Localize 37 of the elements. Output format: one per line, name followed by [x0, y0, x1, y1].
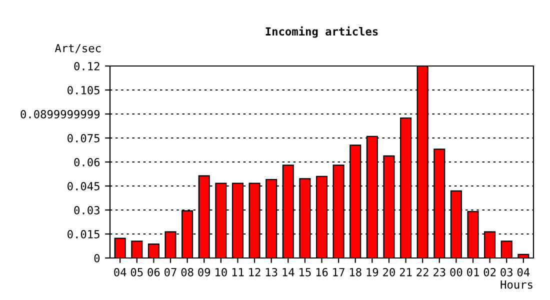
x-tick-label: 21 — [400, 268, 412, 276]
x-axis-title: Hours — [500, 280, 532, 289]
x-tick-label: 07 — [164, 268, 176, 276]
x-tick-label: 13 — [266, 268, 278, 276]
x-tick-label: 18 — [350, 268, 362, 276]
x-tick-label: 08 — [181, 268, 194, 276]
y-tick-label: 0 — [94, 254, 100, 262]
chart-title: Incoming articles — [266, 26, 378, 38]
x-tick-label: 22 — [416, 268, 428, 276]
y-tick-label: 0.045 — [68, 182, 100, 190]
x-tick-label: 04 — [114, 268, 126, 276]
x-tick-label: 10 — [216, 268, 227, 276]
x-tick-label: 15 — [300, 268, 311, 276]
y-tick-label: 0.06 — [74, 158, 100, 166]
x-tick-label: 02 — [484, 268, 496, 276]
x-tick-label: 05 — [130, 268, 143, 276]
x-tick-label: 03 — [500, 268, 512, 276]
x-tick-label: 20 — [383, 268, 395, 276]
x-tick-label: 01 — [467, 268, 479, 276]
x-tick-label: 00 — [450, 268, 462, 276]
x-tick-label: 11 — [232, 268, 244, 276]
y-tick-label: 0.105 — [68, 86, 100, 94]
x-tick-label: 04 — [517, 268, 530, 276]
x-tick-label: 14 — [282, 268, 294, 276]
y-tick-label: 0.12 — [74, 62, 100, 70]
x-tick-label: 19 — [366, 268, 378, 276]
x-tick-label: 12 — [249, 268, 260, 276]
y-tick-label: 0.0899999999 — [20, 110, 100, 118]
y-tick-label: 0.03 — [74, 206, 100, 214]
x-tick-label: 06 — [148, 268, 160, 276]
x-tick-label: 09 — [198, 268, 210, 276]
y-tick-label: 0.015 — [68, 230, 100, 238]
x-tick-label: 16 — [316, 268, 328, 276]
y-axis-title: Art/sec — [54, 44, 101, 54]
x-tick-label: 17 — [333, 268, 344, 276]
x-tick-label: 23 — [434, 268, 446, 276]
y-tick-label: 0.075 — [68, 134, 100, 142]
